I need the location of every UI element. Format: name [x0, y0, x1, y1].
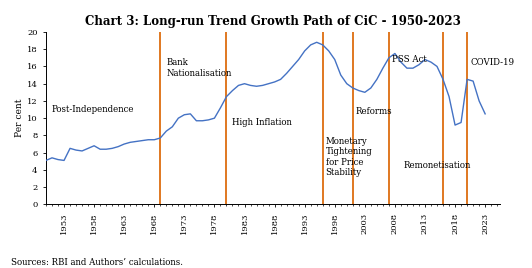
Text: High Inflation: High Inflation: [232, 118, 293, 127]
Y-axis label: Per cent: Per cent: [15, 99, 24, 137]
Text: Bank
Nationalisation: Bank Nationalisation: [167, 58, 231, 78]
Text: COVID-19: COVID-19: [470, 58, 514, 67]
Text: PSS Act: PSS Act: [392, 55, 427, 64]
Title: Chart 3: Long-run Trend Growth Path of CiC - 1950-2023: Chart 3: Long-run Trend Growth Path of C…: [85, 15, 461, 28]
Text: Reforms: Reforms: [356, 107, 393, 116]
Text: Remonetisation: Remonetisation: [404, 161, 471, 170]
Text: Sources: RBI and Authors’ calculations.: Sources: RBI and Authors’ calculations.: [11, 258, 182, 267]
Text: Post-Independence: Post-Independence: [52, 105, 135, 114]
Text: Monetary
Tightening
for Price
Stability: Monetary Tightening for Price Stability: [326, 137, 372, 177]
